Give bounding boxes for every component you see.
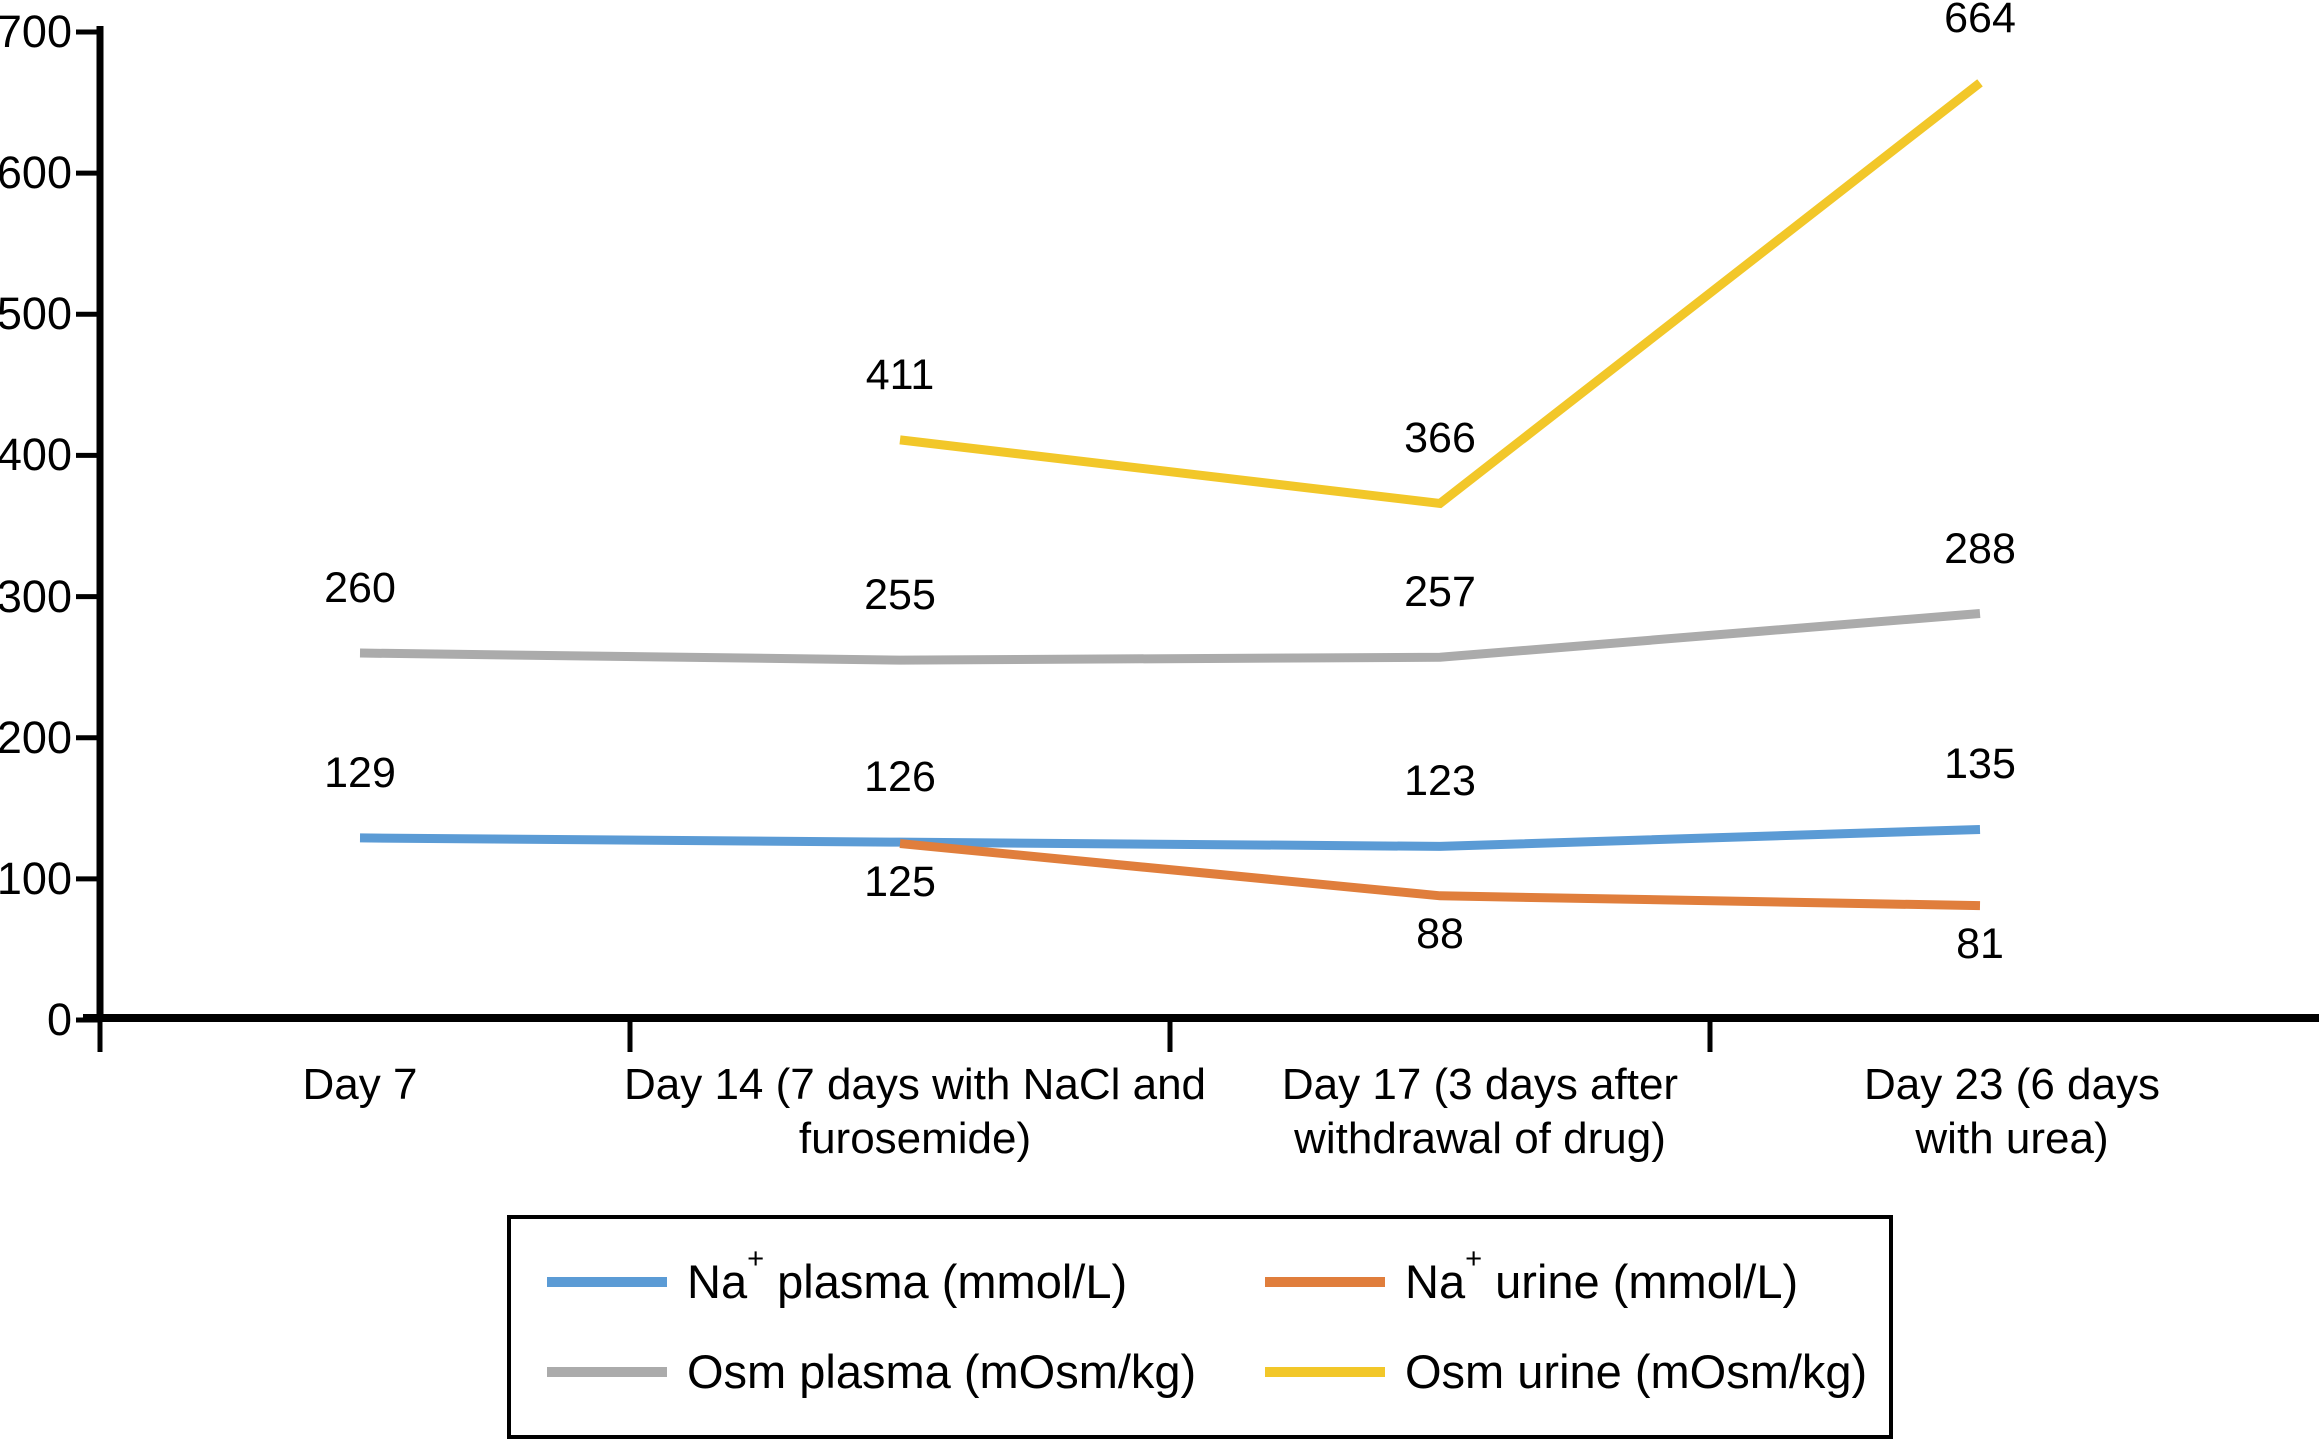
data-label: 88 [1416, 909, 1464, 958]
legend-label-na-urine: Na+ urine (mmol/L) [1405, 1245, 1799, 1308]
legend-label-text: Osm [687, 1345, 787, 1398]
x-category-label: Day 14 (7 days with NaCl and furosemide) [623, 1060, 1207, 1163]
legend-item-na-plasma: Na+ plasma (mmol/L) [547, 1245, 1265, 1308]
data-label: 411 [865, 350, 935, 399]
x-category-label: Day 7 [302, 1060, 418, 1109]
y-tick-label: 500 [0, 288, 72, 340]
data-label: 126 [864, 753, 936, 802]
legend-swatch-osm-plasma [547, 1367, 667, 1377]
series-line-0 [359, 824, 1981, 851]
series-line-3 [899, 79, 1983, 509]
legend-label-sup: + [1465, 1243, 1483, 1276]
y-tick-label: 400 [0, 429, 72, 481]
series-line-2 [359, 609, 1981, 665]
data-label: 366 [1404, 414, 1476, 463]
data-label: 288 [1944, 524, 2016, 573]
data-label: 255 [864, 571, 936, 620]
legend-label-na-plasma: Na+ plasma (mmol/L) [687, 1245, 1128, 1308]
legend-label-text: Na [1405, 1255, 1466, 1308]
y-tick-label: 200 [0, 711, 72, 763]
data-label: 664 [1944, 0, 2016, 42]
legend-label-text: plasma (mmol/L) [764, 1255, 1128, 1308]
legend-label-text: Na [687, 1255, 748, 1308]
y-tick-label: 700 [0, 6, 72, 57]
y-tick-label: 100 [0, 852, 72, 904]
legend: Na+ plasma (mmol/L) Na+ urine (mmol/L) O… [507, 1215, 1893, 1439]
legend-label-text: plasma (mOsm/kg) [786, 1345, 1197, 1398]
data-label: 135 [1944, 740, 2016, 789]
legend-label-sup: + [747, 1243, 765, 1276]
legend-label-text: urine (mmol/L) [1482, 1255, 1799, 1308]
legend-item-osm-plasma: Osm plasma (mOsm/kg) [547, 1346, 1265, 1398]
x-category-label: Day 23 (6 days with urea) [1864, 1060, 2160, 1163]
y-tick-label: 300 [0, 570, 72, 622]
y-tick-label: 600 [0, 147, 72, 199]
series-line-1 [899, 839, 1981, 911]
data-label: 123 [1404, 757, 1476, 806]
legend-label-osm-urine: Osm urine (mOsm/kg) [1405, 1346, 1867, 1398]
legend-label-text: Osm [1405, 1345, 1505, 1398]
data-label: 260 [324, 564, 396, 613]
legend-swatch-osm-urine [1265, 1367, 1385, 1377]
legend-swatch-na-plasma [547, 1277, 667, 1287]
legend-item-na-urine: Na+ urine (mmol/L) [1265, 1245, 1879, 1308]
data-label: 125 [864, 857, 936, 906]
legend-item-osm-urine: Osm urine (mOsm/kg) [1265, 1346, 1879, 1398]
legend-label-osm-plasma: Osm plasma (mOsm/kg) [687, 1346, 1196, 1398]
legend-swatch-na-urine [1265, 1277, 1385, 1287]
x-category-label: Day 17 (3 days after withdrawal of drug) [1281, 1060, 1679, 1163]
y-tick-label: 0 [46, 994, 72, 1045]
data-label: 81 [1956, 919, 2004, 968]
data-label: 129 [324, 748, 396, 797]
legend-label-text: urine (mOsm/kg) [1504, 1345, 1868, 1398]
data-label: 257 [1404, 568, 1476, 617]
